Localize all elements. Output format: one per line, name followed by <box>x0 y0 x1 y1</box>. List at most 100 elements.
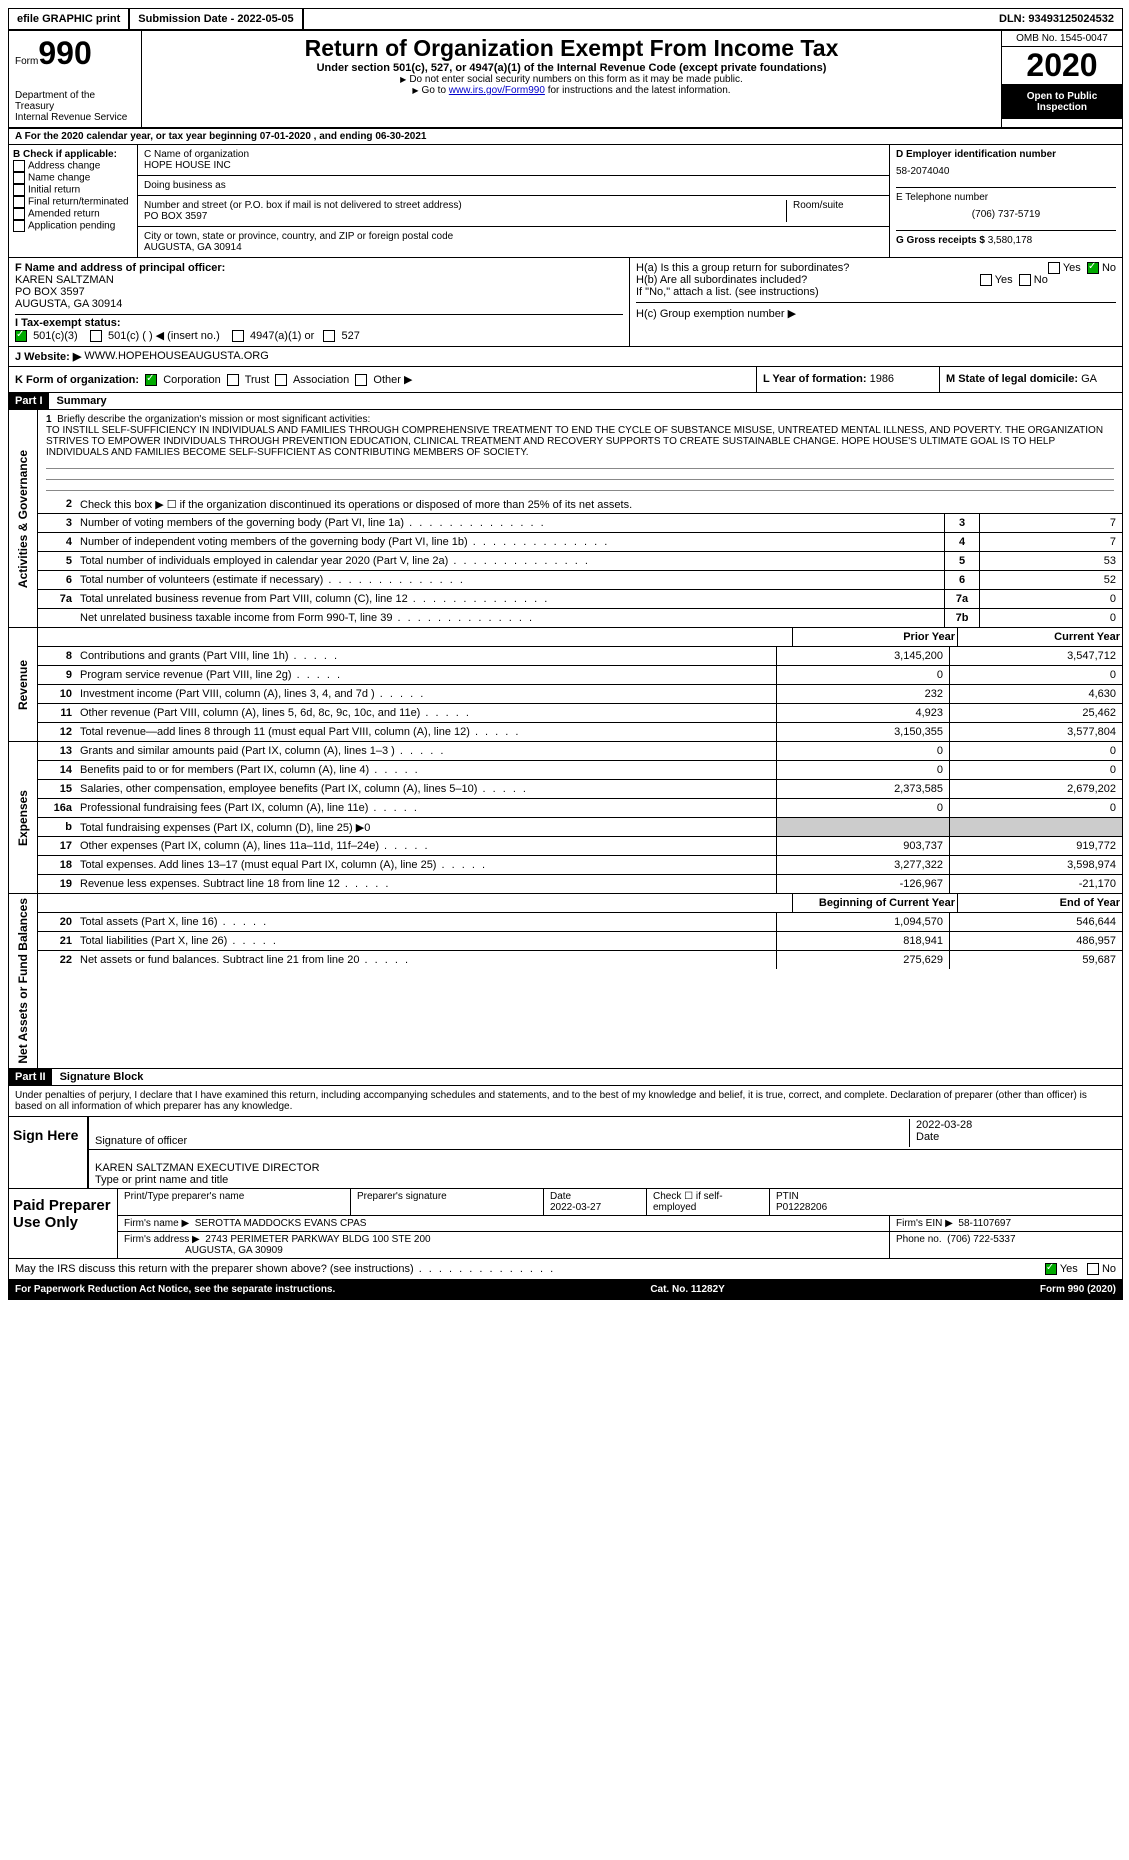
cb-501c3[interactable] <box>15 330 27 342</box>
footer-left: For Paperwork Reduction Act Notice, see … <box>15 1284 335 1295</box>
cb-other[interactable] <box>355 374 367 386</box>
ptin-label: PTIN <box>776 1191 799 1202</box>
phone-label: E Telephone number <box>896 187 1116 203</box>
omb-number: OMB No. 1545-0047 <box>1002 31 1122 46</box>
cb-initial[interactable]: Initial return <box>13 184 133 196</box>
governance-section: Activities & Governance 1 Briefly descri… <box>9 410 1122 628</box>
cb-trust[interactable] <box>227 374 239 386</box>
cb-assoc[interactable] <box>275 374 287 386</box>
prep-phone-label: Phone no. <box>896 1234 942 1245</box>
k-label: K Form of organization: <box>15 374 139 386</box>
no-label: No <box>1102 262 1116 274</box>
part1-header: Part I Summary <box>9 393 1122 410</box>
l-label: L Year of formation: <box>763 373 867 385</box>
irs-link[interactable]: www.irs.gov/Form990 <box>449 85 545 96</box>
expenses-section: Expenses 13Grants and similar amounts pa… <box>9 742 1122 894</box>
officer-name: KAREN SALTZMAN <box>15 274 623 286</box>
cb-address[interactable]: Address change <box>13 160 133 172</box>
org-name-row: C Name of organization HOPE HOUSE INC <box>138 145 889 176</box>
hb-no[interactable] <box>1019 274 1031 286</box>
h-section: H(a) Is this a group return for subordin… <box>630 258 1122 346</box>
netassets-section: Net Assets or Fund Balances Beginning of… <box>9 894 1122 1069</box>
form-title: Return of Organization Exempt From Incom… <box>150 35 993 62</box>
open-public: Open to Public Inspection <box>1002 85 1122 119</box>
net-header: Beginning of Current Year End of Year <box>38 894 1122 913</box>
cb-pending[interactable]: Application pending <box>13 220 133 232</box>
cb-4947[interactable] <box>232 330 244 342</box>
hc-label: H(c) Group exemption number ▶ <box>636 302 1116 320</box>
org-city: AUGUSTA, GA 30914 <box>144 242 883 253</box>
cb-501c[interactable] <box>90 330 102 342</box>
ein-value: 58-2074040 <box>896 160 1116 187</box>
cb-corp[interactable] <box>145 374 157 386</box>
org-address: PO BOX 3597 <box>144 211 780 222</box>
city-label: City or town, state or province, country… <box>144 231 883 242</box>
row-l: L Year of formation: 1986 <box>757 367 940 392</box>
firm-ein-label: Firm's EIN ▶ <box>896 1218 953 1229</box>
sign-fields: Signature of officer 2022-03-28 Date KAR… <box>87 1117 1122 1188</box>
vlabel-rev: Revenue <box>9 628 38 741</box>
prep-date-value: 2022-03-27 <box>550 1202 601 1213</box>
officer-addr1: PO BOX 3597 <box>15 286 623 298</box>
net-line-20: 20Total assets (Part X, line 16)1,094,57… <box>38 913 1122 932</box>
vlabel-exp-text: Expenses <box>14 786 32 850</box>
cb-527[interactable] <box>323 330 335 342</box>
current-year-header: Current Year <box>957 628 1122 646</box>
net-line-22: 22Net assets or fund balances. Subtract … <box>38 951 1122 969</box>
ha-label: H(a) Is this a group return for subordin… <box>636 262 849 274</box>
part1-title: Summary <box>49 393 115 409</box>
declaration-text: Under penalties of perjury, I declare th… <box>9 1086 1122 1117</box>
mission-label: Briefly describe the organization's miss… <box>57 414 370 425</box>
part2-header: Part II Signature Block <box>9 1069 1122 1086</box>
website-value: WWW.HOPEHOUSEAUGUSTA.ORG <box>84 350 268 363</box>
row-i: I Tax-exempt status: 501(c)(3) 501(c) ( … <box>15 314 623 342</box>
dln-label: DLN: <box>999 13 1025 25</box>
prep-name-label: Print/Type preparer's name <box>118 1189 351 1215</box>
cb-initial-label: Initial return <box>28 185 80 196</box>
row-m: M State of legal domicile: GA <box>940 367 1122 392</box>
dept-treasury: Department of the Treasury <box>15 90 135 112</box>
opt-trust: Trust <box>245 374 270 386</box>
opt-assoc: Association <box>293 374 349 386</box>
line2-desc: Check this box ▶ ☐ if the organization d… <box>76 496 1122 513</box>
rev-line-8: 8Contributions and grants (Part VIII, li… <box>38 647 1122 666</box>
col-b-label: B Check if applicable: <box>13 149 133 160</box>
prep-check-label: Check ☐ if self-employed <box>647 1189 770 1215</box>
form-container: efile GRAPHIC print Submission Date - 20… <box>8 8 1123 1300</box>
submission-date: Submission Date - 2022-05-05 <box>130 9 303 29</box>
city-row: City or town, state or province, country… <box>138 227 889 257</box>
discuss-yes[interactable] <box>1045 1263 1057 1275</box>
cb-final[interactable]: Final return/terminated <box>13 196 133 208</box>
form-number: 990 <box>38 35 91 71</box>
addr-label: Number and street (or P.O. box if mail i… <box>144 200 780 211</box>
footer-mid: Cat. No. 11282Y <box>650 1284 724 1295</box>
topbar: efile GRAPHIC print Submission Date - 20… <box>9 9 1122 31</box>
part1-badge: Part I <box>9 393 49 409</box>
phone-value: (706) 737-5719 <box>896 203 1116 230</box>
gross-label: G Gross receipts $ <box>896 235 985 246</box>
exp-line-15: 15Salaries, other compensation, employee… <box>38 780 1122 799</box>
ha-yes[interactable] <box>1048 262 1060 274</box>
rev-line-11: 11Other revenue (Part VIII, column (A), … <box>38 704 1122 723</box>
col-d: D Employer identification number 58-2074… <box>890 145 1122 257</box>
firm-ein: 58-1107697 <box>958 1218 1011 1229</box>
ein-label: D Employer identification number <box>896 149 1116 160</box>
form-word: Form <box>15 56 38 67</box>
no-label2: No <box>1034 274 1048 286</box>
cb-amended[interactable]: Amended return <box>13 208 133 220</box>
cb-final-label: Final return/terminated <box>28 197 129 208</box>
exempt-label: I Tax-exempt status: <box>15 317 121 329</box>
ha-no[interactable] <box>1087 262 1099 274</box>
sig-officer-row: Signature of officer 2022-03-28 Date <box>89 1117 1122 1150</box>
discuss-no[interactable] <box>1087 1263 1099 1275</box>
vlabel-gov: Activities & Governance <box>9 410 38 627</box>
exp-line-18: 18Total expenses. Add lines 13–17 (must … <box>38 856 1122 875</box>
cb-name[interactable]: Name change <box>13 172 133 184</box>
yes-label: Yes <box>1063 262 1081 274</box>
cb-amended-label: Amended return <box>28 209 100 220</box>
cb-address-label: Address change <box>28 161 100 172</box>
form-subtitle: Under section 501(c), 527, or 4947(a)(1)… <box>150 62 993 74</box>
rev-header: Prior Year Current Year <box>38 628 1122 647</box>
hb-yes[interactable] <box>980 274 992 286</box>
part2-title: Signature Block <box>52 1069 152 1085</box>
